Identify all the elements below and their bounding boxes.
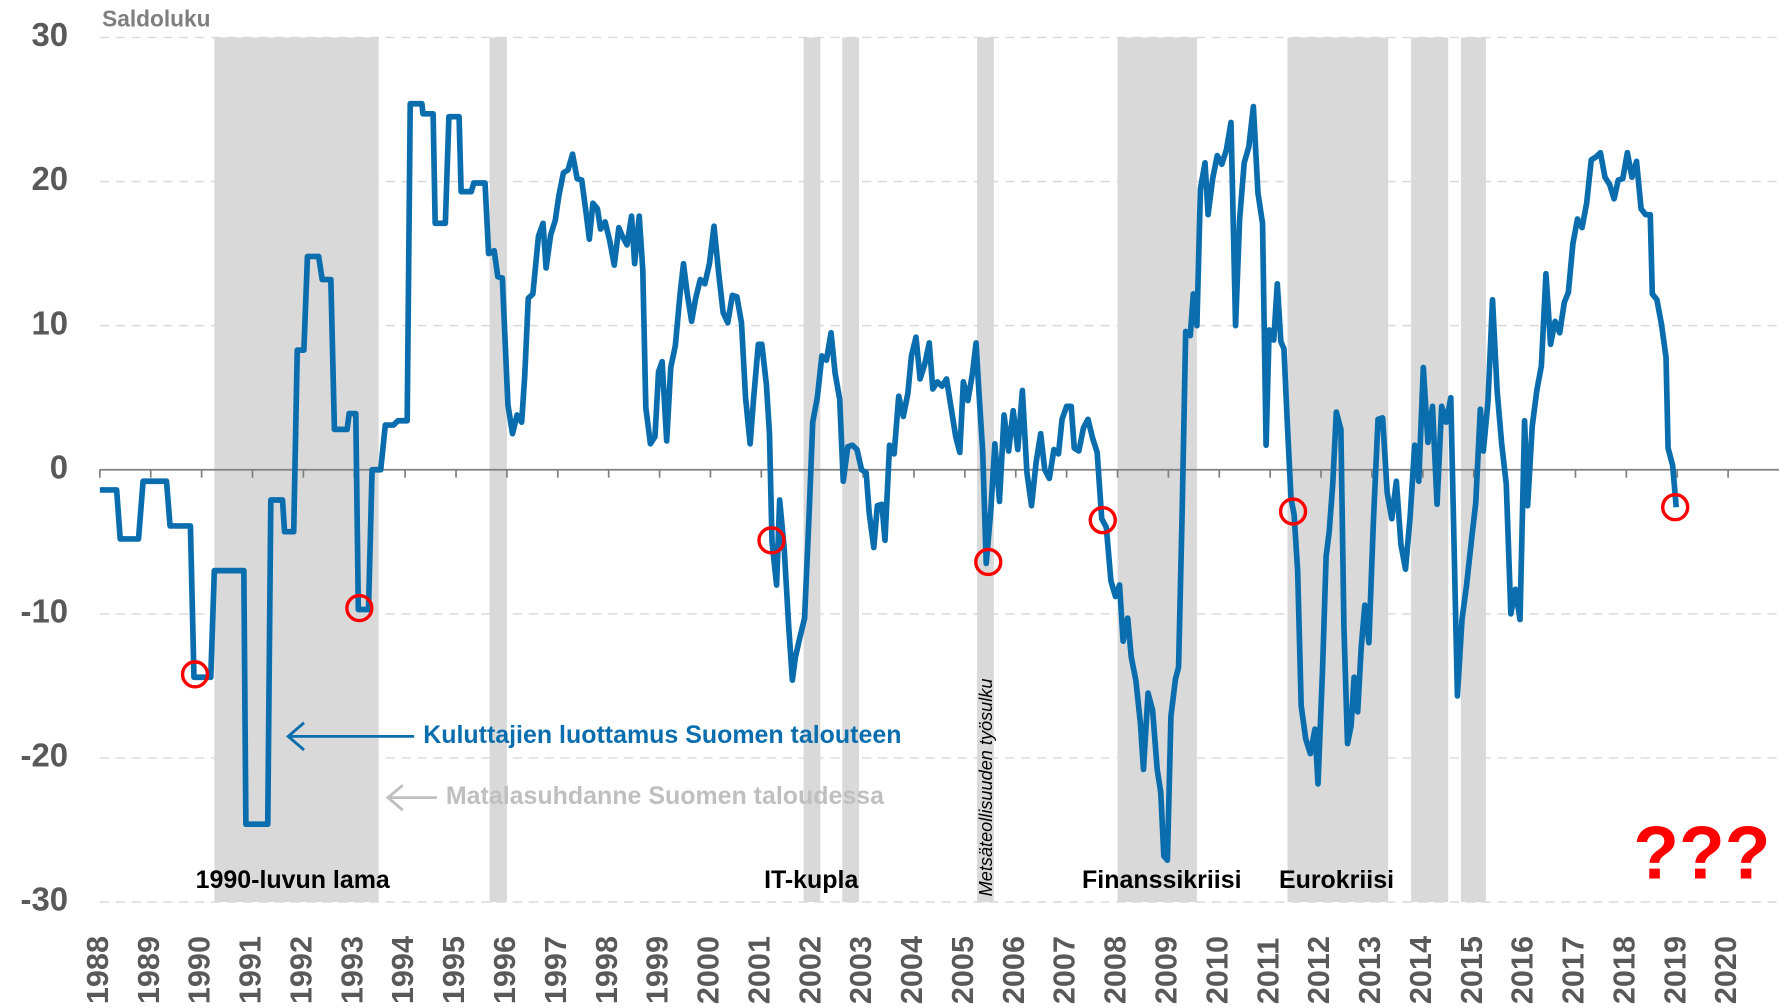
arrow-head (286, 721, 305, 752)
x-tick-label: 1988 (81, 936, 115, 1004)
x-tick-label: 2020 (1709, 936, 1743, 1004)
arrow-head (385, 784, 404, 812)
x-tick-label: 2003 (844, 936, 878, 1004)
x-tick-label: 2008 (1099, 936, 1133, 1004)
x-tick-label: 2014 (1404, 936, 1438, 1004)
y-tick-label: -20 (21, 737, 69, 774)
legend-arrow (385, 784, 437, 812)
y-tick-label: 0 (50, 448, 68, 485)
x-tick-label: 1998 (590, 936, 624, 1004)
legend-label: Kuluttajien luottamus Suomen talouteen (423, 721, 901, 749)
x-tick-label: 1990 (183, 936, 217, 1004)
x-tick-label: 1994 (386, 936, 420, 1004)
x-tick-label: 1993 (335, 936, 369, 1004)
x-tick-label: 2011 (1251, 938, 1285, 1004)
x-tick-label: 1992 (284, 936, 318, 1004)
x-tick-label: 2005 (946, 936, 980, 1004)
x-tick-label: 1996 (488, 936, 522, 1004)
grid: -30 -20 -10 0 10 20 30 1988 1989 1990 1991 1992 1993… (21, 16, 1779, 1004)
y-tick-label: -30 (21, 881, 69, 918)
x-tick-label: 2012 (1302, 936, 1336, 1004)
highlight-circle (1278, 497, 1308, 526)
highlight-circle (974, 547, 1003, 577)
annotation: IT-kupla (764, 866, 859, 894)
legend-arrow (286, 721, 415, 752)
y-tick-label: 30 (31, 16, 68, 53)
x-tick-label: 2010 (1200, 936, 1234, 1004)
y-tick-label: 20 (31, 160, 68, 197)
series-line (99, 100, 1680, 864)
x-tick-label: 2006 (997, 936, 1031, 1004)
x-tick-label: 2019 (1658, 936, 1692, 1004)
x-tick-label: 2018 (1607, 936, 1641, 1004)
highlight-circle (757, 526, 786, 555)
marks (99, 100, 1690, 864)
annotation: 1990-luvun lama (196, 866, 391, 894)
x-tick-label: 2016 (1506, 936, 1540, 1004)
x-tick-label: 2015 (1455, 936, 1489, 1004)
y-tick-label: -10 (21, 593, 69, 630)
x-tick-label: 1995 (437, 936, 471, 1004)
y-axis-label: Saldoluku (102, 5, 210, 31)
y-tick-label: 10 (31, 304, 68, 341)
x-tick-label: 1999 (641, 936, 675, 1004)
highlight-circle (1661, 493, 1690, 522)
highlight-circle (1088, 505, 1117, 535)
x-tick-label: 2002 (793, 936, 827, 1004)
annotation: Metsäteollisuuden työsulku (976, 679, 996, 897)
x-tick-label: 1997 (539, 936, 573, 1004)
highlight-circle (345, 593, 374, 623)
x-tick-label: 1989 (132, 936, 166, 1004)
x-tick-label: 2009 (1149, 936, 1183, 1004)
x-tick-label: 2007 (1048, 936, 1082, 1004)
x-tick-label: 2013 (1353, 936, 1387, 1004)
x-tick-label: 1991 (234, 936, 268, 1004)
highlight-circle (180, 660, 210, 689)
x-tick-label: 2001 (742, 936, 776, 1004)
x-tick-label: 2017 (1557, 936, 1591, 1004)
x-tick-label: 2000 (692, 936, 726, 1004)
legend-label: Matalasuhdanne Suomen taloudessa (446, 782, 885, 810)
annotation: ??? (1633, 811, 1770, 895)
x-tick-label: 2004 (895, 936, 929, 1004)
annotation: Eurokriisi (1279, 866, 1394, 894)
annotation: Finanssikriisi (1082, 866, 1241, 894)
